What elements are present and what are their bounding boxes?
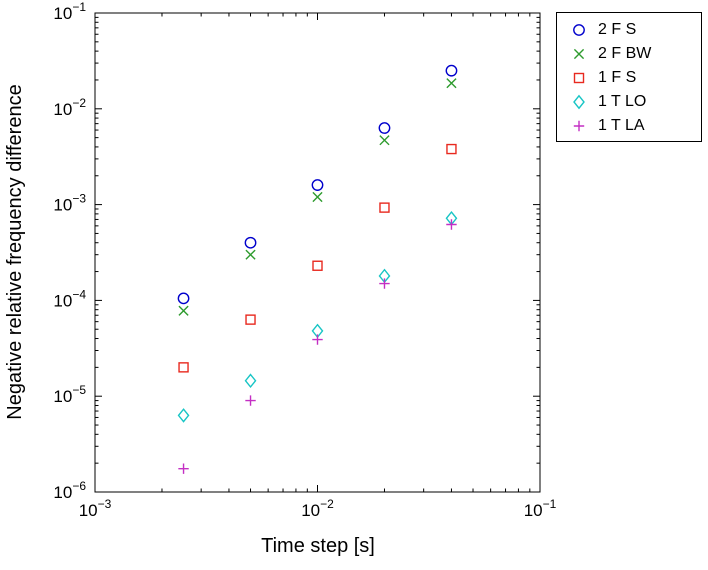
legend-label: 2 F S <box>598 21 637 38</box>
circle-marker <box>378 122 391 134</box>
tick-label: 10−1 <box>524 497 557 520</box>
legend-marker-icon <box>569 93 589 111</box>
tick-label: 10−2 <box>301 497 334 520</box>
square-marker <box>245 314 256 325</box>
circle-marker <box>177 292 190 305</box>
axes: 10−3 10−2 10−1 10−6 10−5 10−4 10−3 10−2 10−1 <box>53 0 556 520</box>
legend-marker-icon <box>569 21 589 39</box>
circle-marker <box>445 64 458 77</box>
plus-marker <box>312 334 323 345</box>
legend-marker-icon <box>569 45 589 63</box>
series-1-t-lo <box>177 210 458 423</box>
diamond-legend-icon <box>573 94 585 110</box>
square-marker <box>573 72 585 84</box>
diamond-marker <box>244 373 257 389</box>
circle-legend-icon <box>573 24 585 36</box>
circle-marker <box>573 24 585 36</box>
legend-item: 2 F S <box>557 18 701 42</box>
plus-marker <box>379 278 390 289</box>
x-marker <box>446 78 457 89</box>
y-axis-label: Negative relative frequency difference <box>4 84 26 419</box>
legend-label: 1 F S <box>598 69 637 86</box>
x-marker <box>245 249 256 260</box>
diamond-marker <box>573 94 585 110</box>
tick-label: 10−5 <box>53 383 86 406</box>
square-marker <box>379 202 390 213</box>
tick-label: 10−3 <box>53 192 86 215</box>
series-1-f-s <box>178 143 457 373</box>
tick-label: 10−6 <box>53 479 86 502</box>
plus-marker <box>178 463 189 474</box>
series-1-t-la <box>178 219 457 474</box>
x-axis-label: Time step [s] <box>261 535 375 557</box>
series-2-f-s <box>177 64 458 305</box>
legend-label: 1 T LO <box>598 93 647 110</box>
x-marker <box>573 48 585 60</box>
x-marker <box>312 191 323 203</box>
legend-label: 2 F BW <box>598 45 652 62</box>
plus-legend-icon <box>573 120 585 132</box>
x-marker <box>379 135 390 146</box>
square-marker <box>178 362 189 373</box>
legend-label: 1 T LA <box>598 117 645 134</box>
tick-label: 10−1 <box>53 0 86 23</box>
legend-item: 1 T LO <box>557 90 701 114</box>
tick-label: 10−4 <box>53 287 86 310</box>
plot-box <box>94 12 541 493</box>
plus-marker <box>446 219 457 230</box>
diamond-marker <box>177 408 190 423</box>
plus-marker <box>245 395 256 406</box>
plus-marker <box>573 120 585 132</box>
legend: 2 F S 2 F BW 1 F S 1 T LO 1 T LA <box>556 12 702 142</box>
circle-marker <box>311 179 324 191</box>
tick-label: 10−2 <box>53 96 86 119</box>
legend-marker-icon <box>569 69 589 87</box>
x-legend-icon <box>573 48 585 60</box>
square-marker <box>446 143 457 155</box>
legend-item: 1 F S <box>557 66 701 90</box>
legend-item: 2 F BW <box>557 42 701 66</box>
square-legend-icon <box>573 72 585 84</box>
tick-label: 10−3 <box>79 497 112 520</box>
circle-marker <box>244 236 257 249</box>
legend-item: 1 T LA <box>557 114 701 138</box>
square-marker <box>312 260 323 271</box>
x-marker <box>178 305 189 316</box>
data-points <box>177 64 458 474</box>
legend-marker-icon <box>569 117 589 135</box>
series-2-f-bw <box>178 78 457 316</box>
